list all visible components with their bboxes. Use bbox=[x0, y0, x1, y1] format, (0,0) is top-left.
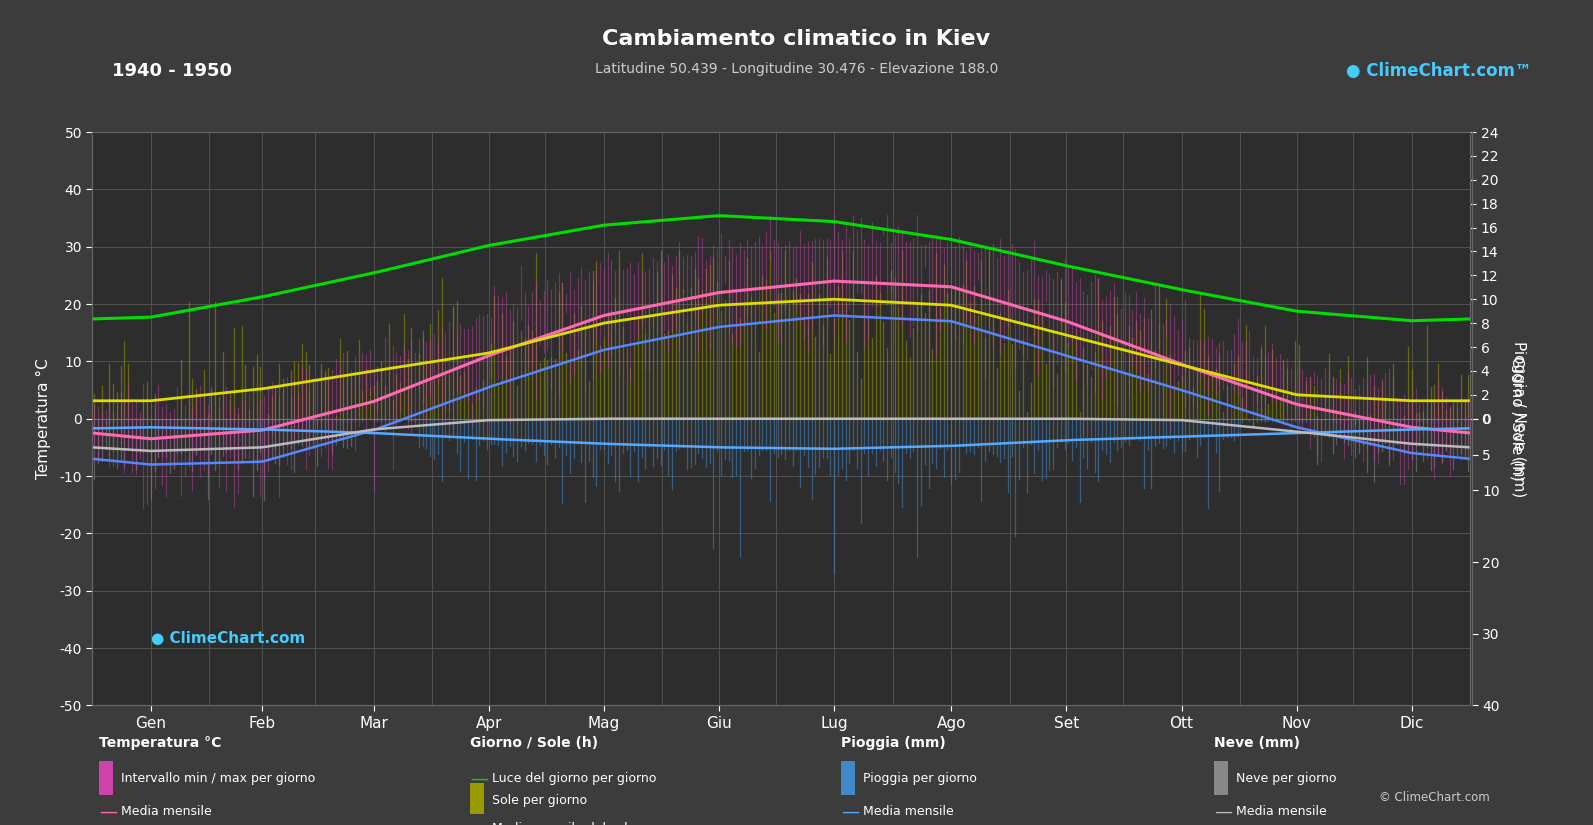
Text: Temperatura °C: Temperatura °C bbox=[99, 736, 221, 750]
Text: Media mensile: Media mensile bbox=[863, 805, 954, 818]
Text: Giorno / Sole (h): Giorno / Sole (h) bbox=[470, 736, 597, 750]
Text: Media mensile: Media mensile bbox=[1236, 805, 1327, 818]
Text: —: — bbox=[841, 803, 859, 821]
Text: Media mensile: Media mensile bbox=[121, 805, 212, 818]
Text: Neve per giorno: Neve per giorno bbox=[1236, 772, 1337, 785]
Text: © ClimeChart.com: © ClimeChart.com bbox=[1378, 791, 1489, 804]
Text: Intervallo min / max per giorno: Intervallo min / max per giorno bbox=[121, 772, 315, 785]
Text: —: — bbox=[470, 770, 487, 788]
Text: —: — bbox=[470, 819, 487, 825]
Text: Pioggia (mm): Pioggia (mm) bbox=[841, 736, 946, 750]
Text: Media mensile del sole: Media mensile del sole bbox=[492, 822, 636, 825]
Text: Cambiamento climatico in Kiev: Cambiamento climatico in Kiev bbox=[602, 29, 991, 49]
Text: ● ClimeChart.com: ● ClimeChart.com bbox=[151, 631, 306, 646]
Y-axis label: Giorno / Sole (h): Giorno / Sole (h) bbox=[1510, 356, 1525, 481]
Text: —: — bbox=[99, 803, 116, 821]
Text: —: — bbox=[1214, 803, 1231, 821]
Text: Latitudine 50.439 - Longitudine 30.476 - Elevazione 188.0: Latitudine 50.439 - Longitudine 30.476 -… bbox=[594, 62, 999, 76]
Text: Pioggia per giorno: Pioggia per giorno bbox=[863, 772, 977, 785]
Text: 1940 - 1950: 1940 - 1950 bbox=[112, 62, 231, 80]
Y-axis label: Temperatura °C: Temperatura °C bbox=[37, 358, 51, 479]
Text: Sole per giorno: Sole per giorno bbox=[492, 794, 588, 807]
Text: Neve (mm): Neve (mm) bbox=[1214, 736, 1300, 750]
Text: Luce del giorno per giorno: Luce del giorno per giorno bbox=[492, 772, 656, 785]
Y-axis label: Pioggia / Neve (mm): Pioggia / Neve (mm) bbox=[1512, 341, 1526, 497]
Text: ● ClimeChart.com™: ● ClimeChart.com™ bbox=[1346, 62, 1532, 80]
